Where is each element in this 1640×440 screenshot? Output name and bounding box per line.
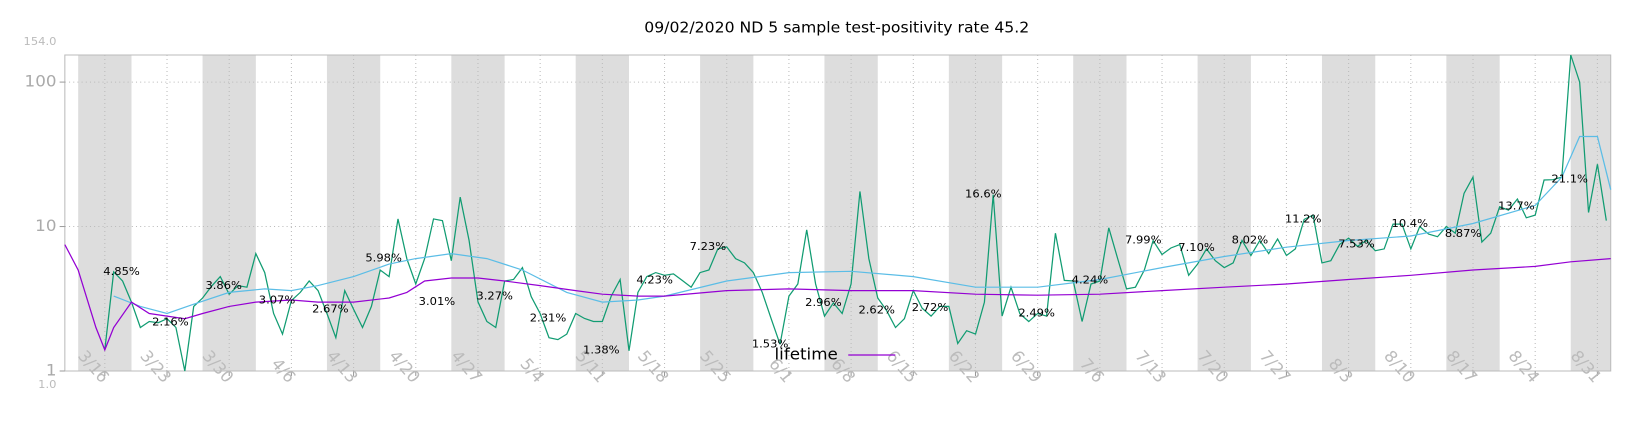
x-tick-label: 7/27 bbox=[1256, 347, 1295, 386]
x-tick-label: 3/23 bbox=[136, 347, 175, 386]
grid bbox=[59, 54, 1612, 376]
annotation: 7.53% bbox=[1338, 238, 1375, 251]
annotation: 4.23% bbox=[636, 274, 673, 287]
x-tick-label: 4/20 bbox=[385, 347, 424, 386]
annotation: 3.07% bbox=[259, 294, 296, 307]
x-tick-label: 6/15 bbox=[882, 347, 921, 386]
plot-frame bbox=[64, 54, 1612, 372]
annotation: 3.86% bbox=[205, 279, 242, 292]
annotation: 5.98% bbox=[365, 252, 402, 265]
annotation: 2.31% bbox=[530, 312, 567, 325]
annotation: 1.53% bbox=[752, 337, 789, 350]
y-limit-label: 154.0 bbox=[24, 35, 57, 48]
x-tick-label: 6/29 bbox=[1007, 347, 1046, 386]
week-bands bbox=[78, 55, 1611, 371]
y-tick-label: 100 bbox=[25, 72, 57, 91]
annotation: 7.99% bbox=[1125, 234, 1162, 247]
series-line bbox=[64, 244, 1611, 352]
annotation: 8.87% bbox=[1445, 227, 1482, 240]
x-tick-label: 4/6 bbox=[267, 355, 299, 387]
x-tick-label: 5/4 bbox=[516, 355, 548, 387]
x-tick-label: 8/24 bbox=[1504, 347, 1543, 386]
chart-title: 09/02/2020 ND 5 sample test-positivity r… bbox=[644, 19, 1029, 37]
annotation: 7.10% bbox=[1178, 241, 1215, 254]
annotation: 2.67% bbox=[312, 303, 349, 316]
x-tick-label: 7/13 bbox=[1131, 347, 1170, 386]
annotation: 2.72% bbox=[912, 301, 949, 314]
annotation: 11.2% bbox=[1285, 213, 1322, 226]
week-band bbox=[1570, 55, 1611, 371]
series-line bbox=[104, 54, 1607, 372]
y-tick-label: 10 bbox=[35, 216, 56, 235]
annotation: 2.49% bbox=[1018, 307, 1055, 320]
annotation: 16.6% bbox=[965, 188, 1002, 201]
x-tick-label: 5/18 bbox=[634, 347, 673, 386]
annotation: 2.16% bbox=[152, 316, 189, 329]
annotation: 3.27% bbox=[476, 290, 513, 303]
annotation: 8.02% bbox=[1232, 234, 1269, 247]
annotation: 4.85% bbox=[103, 265, 140, 278]
annotation: 4.24% bbox=[1072, 274, 1109, 287]
y-tick-label: 1 bbox=[46, 361, 57, 380]
annotation: 2.96% bbox=[805, 296, 842, 309]
annotation: 2.62% bbox=[858, 304, 895, 317]
y-limit-label: 1.0 bbox=[38, 378, 56, 391]
lines bbox=[64, 54, 1612, 372]
annotation: 3.01% bbox=[419, 295, 456, 308]
legend-label: lifetime bbox=[775, 345, 838, 364]
annotation: 1.38% bbox=[583, 344, 620, 357]
annotation: 13.7% bbox=[1498, 200, 1535, 213]
annotation: 7.23% bbox=[690, 240, 727, 253]
series-line bbox=[113, 135, 1612, 315]
annotation: 21.1% bbox=[1551, 173, 1588, 186]
annotation: 10.4% bbox=[1392, 217, 1429, 230]
x-tick-label: 8/10 bbox=[1380, 347, 1419, 386]
